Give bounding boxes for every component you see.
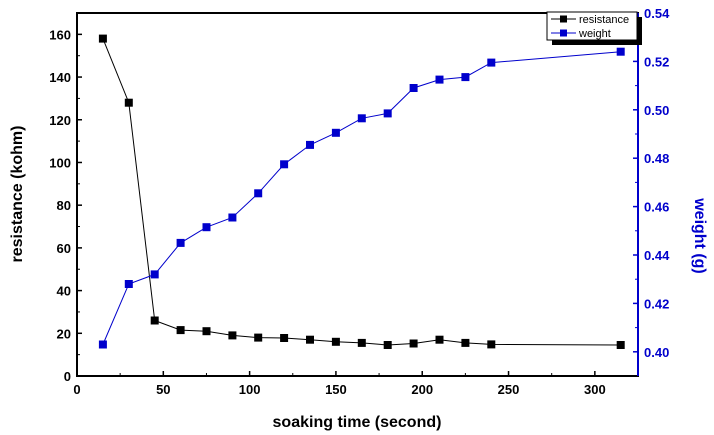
x-tick-label: 100: [239, 382, 261, 397]
y2-tick-label: 0.50: [644, 103, 669, 118]
data-point-weight: [150, 270, 159, 279]
y-tick-label: 0: [64, 369, 71, 384]
data-point-weight: [98, 340, 107, 349]
y2-tick-label: 0.54: [644, 6, 670, 21]
series-resistance: [98, 34, 625, 349]
legend-label-resistance: resistance: [579, 14, 629, 26]
legend: resistance weight: [546, 11, 642, 45]
x-tick-label: 300: [584, 382, 606, 397]
data-point-weight: [435, 75, 444, 84]
data-point-resistance: [435, 335, 444, 344]
data-point-weight: [357, 114, 366, 123]
x-tick-label: 0: [73, 382, 80, 397]
data-point-resistance: [487, 340, 496, 349]
data-point-resistance: [357, 338, 366, 347]
left-y-axis: 0 20 40 60 80 100 120 140 160: [49, 27, 82, 384]
x-tick-label: 200: [411, 382, 433, 397]
y2-tick-label: 0.48: [644, 151, 669, 166]
y2-tick-label: 0.42: [644, 296, 669, 311]
data-point-weight: [124, 280, 133, 288]
y-tick-label: 20: [57, 326, 71, 341]
y-tick-label: 160: [49, 27, 71, 42]
data-point-weight: [228, 213, 237, 222]
data-point-resistance: [98, 34, 107, 43]
data-point-weight: [409, 84, 418, 92]
y2-tick-label: 0.52: [644, 54, 669, 69]
x-tick-label: 50: [156, 382, 170, 397]
y-tick-label: 60: [57, 241, 71, 256]
x-tick-label: 150: [325, 382, 347, 397]
plot-area: [76, 12, 639, 377]
data-point-resistance: [176, 326, 185, 335]
data-point-weight: [254, 189, 263, 198]
x-tick-label: 250: [498, 382, 520, 397]
data-point-resistance: [616, 341, 625, 349]
data-point-weight: [383, 109, 392, 118]
data-point-weight: [306, 140, 314, 149]
series-layer: [98, 34, 625, 349]
y2-tick-label: 0.40: [644, 345, 669, 360]
data-point-resistance: [228, 331, 237, 340]
data-point-weight: [616, 47, 625, 56]
data-point-resistance: [383, 341, 392, 349]
data-point-resistance: [150, 316, 159, 325]
data-point-resistance: [461, 338, 470, 347]
data-point-weight: [331, 128, 340, 137]
y-tick-label: 140: [49, 70, 71, 85]
data-point-resistance: [254, 333, 263, 342]
data-point-weight: [176, 238, 185, 247]
y2-tick-label: 0.46: [644, 200, 669, 215]
data-point-resistance: [409, 339, 418, 348]
left-y-axis-title: resistance (kohm): [9, 126, 26, 263]
right-y-axis-title: weight (g): [691, 197, 708, 274]
data-point-resistance: [124, 98, 133, 107]
data-point-weight: [202, 223, 211, 232]
y2-tick-label: 0.44: [644, 248, 670, 263]
data-point-resistance: [280, 334, 289, 342]
data-point-resistance: [331, 337, 340, 346]
data-point-resistance: [306, 335, 314, 344]
y-tick-label: 40: [57, 284, 71, 299]
series-weight: [98, 47, 625, 349]
x-axis: 0 50 100 150 200 250 300: [73, 371, 606, 397]
data-point-weight: [461, 73, 470, 82]
y-tick-label: 120: [49, 113, 71, 128]
legend-label-weight: weight: [578, 28, 611, 40]
legend-marker-weight: [560, 29, 567, 37]
y-tick-label: 80: [57, 198, 71, 213]
y-tick-label: 100: [49, 155, 71, 170]
data-point-weight: [487, 58, 496, 67]
data-point-resistance: [202, 327, 211, 336]
legend-marker-resistance: [560, 15, 567, 23]
x-axis-title: soaking time (second): [273, 414, 442, 431]
data-point-weight: [280, 160, 289, 169]
